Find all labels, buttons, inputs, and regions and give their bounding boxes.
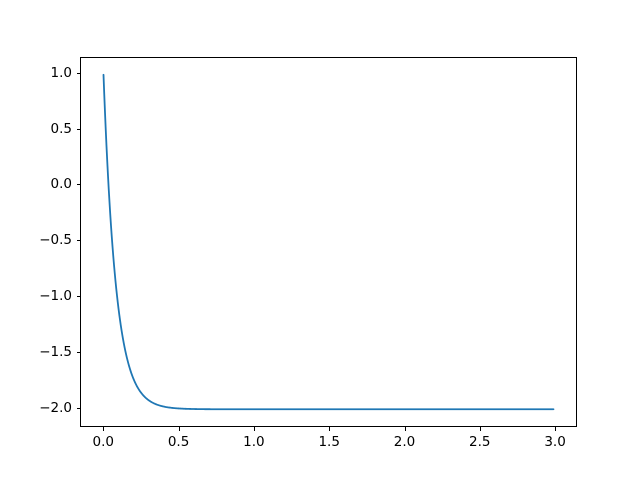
xtick-label-1.0: 1.0 [243, 434, 265, 450]
ytick-label-neg1.5: −1.5 [39, 344, 72, 361]
xtick-label-1.5: 1.5 [318, 434, 340, 450]
data-series-line [102, 73, 555, 411]
xtick-mark [329, 427, 331, 431]
xtick-mark [253, 427, 255, 431]
xtick-mark [555, 427, 557, 431]
xtick-label-0.5: 0.5 [167, 434, 190, 450]
xtick-label-2.0: 2.0 [393, 434, 416, 450]
xtick-mark [178, 427, 180, 431]
ytick-mark [76, 408, 80, 410]
xtick-mark [103, 427, 105, 431]
ytick-label-0.5: 0.5 [50, 120, 72, 137]
xtick-label-2.5: 2.5 [469, 434, 491, 450]
plot-svg [102, 73, 555, 411]
ytick-mark [76, 352, 80, 354]
ytick-label-neg0.5: −0.5 [39, 232, 72, 249]
ytick-label-neg1.0: −1.0 [39, 288, 72, 305]
ytick-mark [76, 72, 80, 74]
xtick-label-3.0: 3.0 [544, 434, 566, 450]
xtick-mark [404, 427, 406, 431]
ytick-mark [76, 184, 80, 186]
xtick-label-0.0: 0.0 [92, 434, 115, 450]
ytick-mark [76, 128, 80, 130]
plot-area [80, 57, 577, 427]
ytick-mark [76, 240, 80, 242]
ytick-label-1.0: 1.0 [50, 64, 72, 81]
ytick-label-0.0: 0.0 [50, 176, 72, 193]
ytick-label-neg2.0: −2.0 [39, 400, 72, 416]
ytick-mark [76, 296, 80, 298]
xtick-mark [479, 427, 481, 431]
